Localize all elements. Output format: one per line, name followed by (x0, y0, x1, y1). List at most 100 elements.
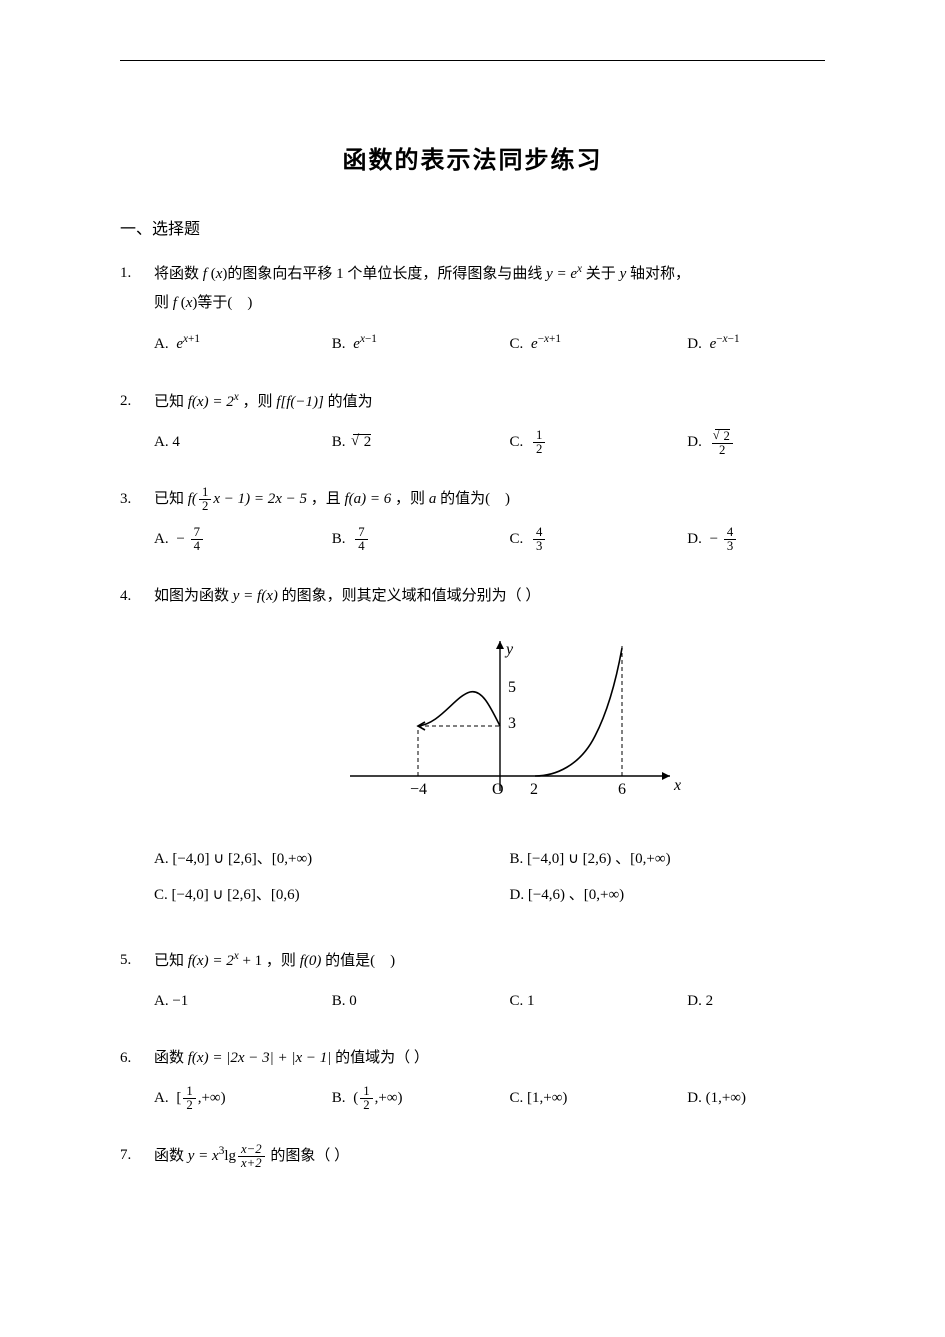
math: y (620, 266, 627, 282)
svg-text:x: x (673, 777, 681, 794)
choice-B: B. 0 (332, 987, 510, 1016)
math: f(0) (300, 953, 322, 969)
choice-row: A. ex+1 B. ex−1 C. e−x+1 D. e−x−1 (154, 329, 865, 359)
choice-A: A. − 74 (154, 525, 332, 554)
text: 的值域为（ ） (335, 1050, 429, 1066)
text: 函数 (154, 1050, 184, 1066)
math: y = ex (546, 266, 582, 282)
question-stem: 将函数 f (x)的图象向右平移 1 个单位长度，所得图象与曲线 y = ex … (154, 259, 865, 317)
section-heading: 一、选择题 (120, 215, 865, 239)
svg-text:6: 6 (618, 781, 626, 798)
choice-grid: A. [−4,0] ∪ [2,6]、[0,+∞) B. [−4,0] ∪ [2,… (154, 845, 865, 918)
sqrt-icon: 2 (715, 429, 730, 443)
text: )的图象向右平移 1 个单位长度，所得图象与曲线 (222, 266, 542, 282)
question-stem: 已知 f(12x − 1) = 2x − 5 ，且 f(a) = 6 ，则 a … (154, 485, 865, 514)
fraction: 74 (191, 526, 203, 553)
svg-text:y: y (504, 641, 514, 658)
text: ，且 (311, 491, 341, 507)
choice-C: C. 1 (510, 987, 688, 1016)
choice-D: D. (1,+∞) (687, 1084, 865, 1113)
text: ，则 (266, 953, 296, 969)
text: 则 (154, 295, 169, 311)
math: f (203, 266, 207, 282)
svg-text:3: 3 (508, 715, 516, 732)
question-list: 将函数 f (x)的图象向右平移 1 个单位长度，所得图象与曲线 y = ex … (120, 259, 865, 1170)
choice-B: B. 2 (332, 428, 510, 457)
text: 已知 (154, 491, 184, 507)
choice-A: A. −1 (154, 987, 332, 1016)
text: 关于 (586, 266, 616, 282)
text: 的值为 (328, 394, 373, 410)
top-rule (120, 60, 825, 61)
sqrt-icon: 2 (353, 434, 371, 450)
question-stem: 已知 f(x) = 2x ，则 f[f(−1)] 的值为 (154, 387, 865, 417)
math: f(x) = |2x − 3| + |x − 1| (188, 1050, 332, 1066)
choice-D: D. 2 2 (687, 428, 865, 457)
math: f[f(−1)] (276, 394, 324, 410)
text: 的图象（ ） (270, 1148, 349, 1164)
svg-text:−4: −4 (410, 781, 427, 798)
figure-graph: −4 O 2 6 5 3 y x (154, 626, 865, 827)
choice-D: D. 2 (687, 987, 865, 1016)
svg-text:5: 5 (508, 679, 516, 696)
question-stem: 函数 f(x) = |2x − 3| + |x − 1| 的值域为（ ） (154, 1044, 865, 1073)
choice-row: A. [12,+∞) B. (12,+∞) C. [1,+∞) D. (1,+∞… (154, 1084, 865, 1113)
question-1: 将函数 f (x)的图象向右平移 1 个单位长度，所得图象与曲线 y = ex … (120, 259, 865, 359)
question-5: 已知 f(x) = 2x + 1 ，则 f(0) 的值是( ) A. −1 B.… (120, 946, 865, 1016)
math: f(12x − 1) = 2x − 5 (188, 491, 311, 507)
text: 的值是( ) (325, 953, 395, 969)
math: f(x) = 2x (188, 394, 239, 410)
question-3: 已知 f(12x − 1) = 2x − 5 ，且 f(a) = 6 ，则 a … (120, 485, 865, 554)
math: f(x) = 2x + 1 (188, 953, 262, 969)
fraction: 43 (533, 526, 545, 553)
svg-text:2: 2 (530, 781, 538, 798)
fraction: 12 (533, 429, 545, 456)
text: )等于( ) (192, 295, 252, 311)
text: 轴对称， (630, 266, 690, 282)
question-stem: 函数 y = x3lgx−2x+2 的图象（ ） (154, 1141, 865, 1171)
svg-text:O: O (492, 781, 504, 798)
fraction: 12 (183, 1085, 195, 1112)
choice-C: C. e−x+1 (510, 329, 688, 359)
choice-A: A. 4 (154, 428, 332, 457)
choice-C: C. 43 (510, 525, 688, 554)
question-6: 函数 f(x) = |2x − 3| + |x − 1| 的值域为（ ） A. … (120, 1044, 865, 1113)
choice-D: D. − 43 (687, 525, 865, 554)
text: 已知 (154, 953, 184, 969)
text: 已知 (154, 394, 184, 410)
choice-D: D. [−4,6) 、[0,+∞) (510, 881, 866, 910)
choice-C: C. 12 (510, 428, 688, 457)
choice-C: C. [−4,0] ∪ [2,6]、[0,6) (154, 881, 510, 910)
question-stem: 如图为函数 y = f(x) 的图象，则其定义域和值域分别为（ ） (154, 582, 865, 611)
page-title: 函数的表示法同步练习 (80, 140, 865, 175)
choice-B: B. 74 (332, 525, 510, 554)
choice-B: B. ex−1 (332, 329, 510, 359)
choice-A: A. ex+1 (154, 329, 332, 359)
fraction: x−2x+2 (238, 1143, 265, 1170)
text: 将函数 (154, 266, 199, 282)
choice-row: A. − 74 B. 74 C. 43 D. − 43 (154, 525, 865, 554)
question-4: 如图为函数 y = f(x) 的图象，则其定义域和值域分别为（ ） −4 O (120, 582, 865, 918)
graph-svg: −4 O 2 6 5 3 y x (330, 626, 690, 816)
text: ，则 (242, 394, 272, 410)
math: a (429, 491, 437, 507)
math: y = f(x) (233, 588, 278, 604)
fraction: 74 (355, 526, 367, 553)
text: 的值为( ) (440, 491, 510, 507)
text: 的图象，则其定义域和值域分别为（ ） (282, 588, 541, 604)
math: y = x3lgx−2x+2 (188, 1148, 271, 1164)
math: f(a) = 6 (345, 491, 392, 507)
fraction: 43 (724, 526, 736, 553)
fraction: 12 (360, 1085, 372, 1112)
text: ，则 (395, 491, 425, 507)
choice-C: C. [1,+∞) (510, 1084, 688, 1113)
choice-row: A. −1 B. 0 C. 1 D. 2 (154, 987, 865, 1016)
choice-A: A. [−4,0] ∪ [2,6]、[0,+∞) (154, 845, 510, 874)
choice-B: B. [−4,0] ∪ [2,6) 、[0,+∞) (510, 845, 866, 874)
fraction: 2 2 (712, 429, 733, 457)
choice-B: B. (12,+∞) (332, 1084, 510, 1113)
question-2: 已知 f(x) = 2x ，则 f[f(−1)] 的值为 A. 4 B. 2 C… (120, 387, 865, 457)
math: f (173, 295, 177, 311)
choice-row: A. 4 B. 2 C. 12 D. 2 2 (154, 428, 865, 457)
text: 如图为函数 (154, 588, 229, 604)
